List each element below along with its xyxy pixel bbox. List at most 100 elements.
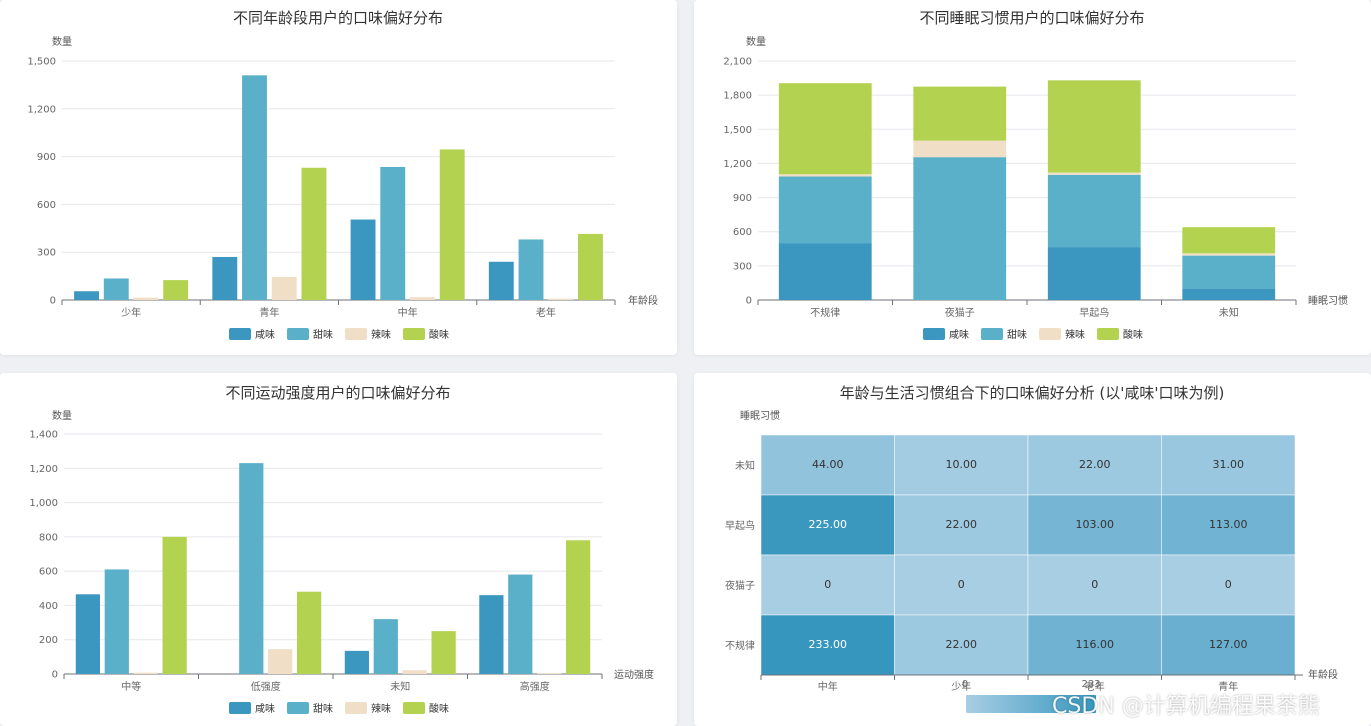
heatmap-cell [760,494,895,556]
x-tick-label: 早起鸟 [1079,306,1109,319]
watermark-text: CSDN @计算机编程果茶熊 [1052,694,1320,719]
heatmap-cell [1161,554,1296,616]
y-tick-label: 200 [39,635,58,646]
sleep-chart-card: 不同睡眠习惯用户的口味偏好分布 数量 睡眠习惯 0 300 600 900 1,200 1,50… [694,0,1371,355]
legend-label-2: 辣味 [371,328,391,341]
visual-map-max-label: 233 [1081,679,1100,690]
bar-咸味 [479,595,504,674]
bar-甜味 [518,239,544,300]
heatmap-cell [1161,434,1296,496]
bar-咸味 [1182,288,1276,300]
bar-辣味 [402,670,427,674]
x-axis-label: 睡眠习惯 [1308,294,1348,307]
legend-label-0: 咸味 [255,329,275,341]
y-tick-label: 1,200 [723,159,752,170]
y-tick-label: 600 [37,200,56,211]
y-axis-label: 数量 [52,35,72,48]
visual-map-bar [966,695,1096,713]
heatmap-cell-label: 22.00 [1079,458,1111,471]
bar-甜味 [913,157,1007,300]
exercise-chart-card: 不同运动强度用户的口味偏好分布 数量 运动强度 0 200 400 600 800 1,000 1… [0,373,677,726]
bar-酸味 [431,631,456,674]
legend-label-1: 甜味 [313,328,333,341]
bar-辣味 [133,672,158,674]
heatmap-cell [1161,614,1296,676]
heatmap-chart-card: 年龄与生活习惯组合下的口味偏好分析 (以'咸味'口味为例) 睡眠习惯 年龄段 未知 44… [694,373,1371,726]
bar-甜味 [239,463,264,674]
heatmap-cell [894,554,1029,616]
heatmap-cell [1027,434,1162,496]
heatmap-cell [1027,554,1162,616]
legend-label-3: 酸味 [429,328,449,341]
legend-swatch-0 [923,328,945,340]
heatmap-cell-label: 113.00 [1209,518,1248,531]
heatmap-cell-label: 0 [1091,578,1098,591]
y-tick-label: 1,200 [29,464,58,475]
bar-咸味 [350,219,376,300]
heatmap-cell-label: 44.00 [812,458,844,471]
legend-label-0: 咸味 [255,703,275,715]
bar-辣味 [271,276,297,300]
legend-swatch-1 [287,328,309,340]
x-tick-label: 未知 [390,680,410,693]
y-tick-label: 0 [52,670,58,681]
chart-title: 不同年龄段用户的口味偏好分布 [233,9,443,27]
heatmap-cell-label: 225.00 [809,518,848,531]
x-tick-label: 老年 [1085,680,1105,693]
legend-label-1: 甜味 [1007,328,1027,341]
heatmap-cell [760,434,895,496]
heatmap-cell [1027,614,1162,676]
heatmap-cell-label: 127.00 [1209,638,1248,651]
heatmap-cell-label: 233.00 [809,638,848,651]
y-tick-label: 夜猫子 [725,579,755,592]
bar-酸味 [913,86,1007,141]
y-tick-label: 1,200 [27,104,56,115]
bar-甜味 [778,176,872,244]
x-axis-label: 年龄段 [628,294,658,307]
heatmap-cell-label: 31.00 [1213,458,1245,471]
heatmap-cell [760,614,895,676]
x-tick-label: 青年 [1218,680,1238,693]
legend-label-2: 辣味 [1065,328,1085,341]
y-tick-label: 400 [39,601,58,612]
bar-甜味 [1047,174,1141,248]
legend-label-3: 酸味 [1123,328,1143,341]
x-tick-label: 高强度 [520,680,550,693]
bar-咸味 [488,261,514,300]
x-tick-label: 少年 [951,680,971,693]
x-tick-label: 夜猫子 [945,306,975,319]
heatmap-cell-label: 10.00 [946,458,978,471]
legend-swatch-0 [229,328,251,340]
bar-甜味 [380,166,406,300]
y-tick-label: 1,000 [29,498,58,509]
x-axis-label: 运动强度 [614,668,654,681]
legend-swatch-2 [1039,328,1061,340]
y-tick-label: 900 [37,152,56,163]
legend-swatch-1 [981,328,1003,340]
legend-swatch-0 [229,702,251,714]
bar-甜味 [1182,255,1276,289]
heatmap-cell [894,614,1029,676]
bar-咸味 [74,291,99,300]
legend-swatch-2 [345,702,367,714]
bar-咸味 [778,243,872,300]
legend-swatch-3 [403,328,425,340]
bar-辣味 [410,297,435,300]
bar-酸味 [778,83,872,175]
x-tick-label: 低强度 [251,680,281,693]
y-axis-label: 数量 [52,409,72,422]
heatmap-cell-label: 116.00 [1076,638,1115,651]
bar-辣味 [1047,172,1141,175]
y-tick-label: 0 [50,296,56,307]
bar-酸味 [439,149,465,300]
heatmap-cell-label: 0 [1225,578,1232,591]
y-tick-label: 800 [39,532,58,543]
y-axis-label: 数量 [746,35,766,48]
bar-辣味 [537,673,562,674]
heatmap-cell-label: 22.00 [946,518,978,531]
bar-酸味 [578,233,603,300]
x-tick-label: 少年 [121,306,141,319]
